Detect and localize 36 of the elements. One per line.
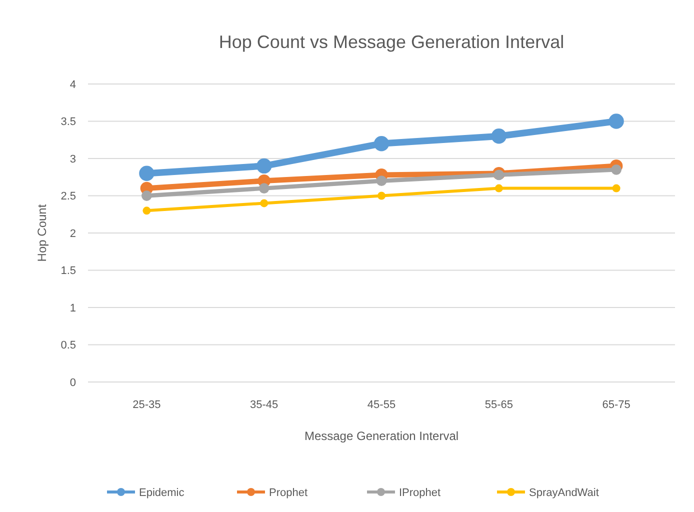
x-tick-label: 35-45 [250, 399, 278, 411]
point [494, 184, 503, 192]
point [256, 158, 272, 174]
x-axis-title: Message Generation Interval [304, 429, 459, 443]
point [611, 164, 622, 175]
point [142, 190, 152, 201]
point [260, 199, 268, 208]
x-tick-label: 55-65 [484, 399, 513, 411]
point [494, 170, 504, 180]
point [139, 166, 154, 181]
point [612, 184, 620, 192]
chart-title: Hop Count vs Message Generation Interval [218, 32, 564, 52]
point [378, 192, 386, 200]
y-axis-title: Hop Count [35, 204, 49, 262]
legend-label: SprayAndWait [529, 486, 599, 499]
point [258, 183, 270, 194]
legend-label: Prophet [269, 486, 308, 499]
y-tick-label: 3 [70, 153, 76, 166]
y-tick-label: 0 [70, 376, 76, 389]
y-tick-label: 1.5 [60, 265, 76, 278]
point [491, 128, 506, 144]
legend-label: Epidemic [139, 486, 185, 499]
y-tick-label: 2 [70, 228, 76, 240]
x-tick-label: 25-35 [132, 399, 161, 411]
y-tick-label: 0.5 [60, 340, 76, 352]
point [608, 114, 624, 129]
x-tick-label: 65-75 [602, 399, 630, 411]
point [376, 176, 387, 186]
point [374, 136, 390, 152]
y-tick-label: 1 [70, 302, 76, 314]
legend-label: IProphet [399, 486, 441, 499]
x-tick-label: 45-55 [367, 399, 396, 411]
point [142, 206, 151, 215]
y-tick-label: 4 [70, 78, 76, 91]
y-tick-label: 3.5 [60, 116, 76, 128]
y-tick-label: 2.5 [60, 190, 76, 203]
